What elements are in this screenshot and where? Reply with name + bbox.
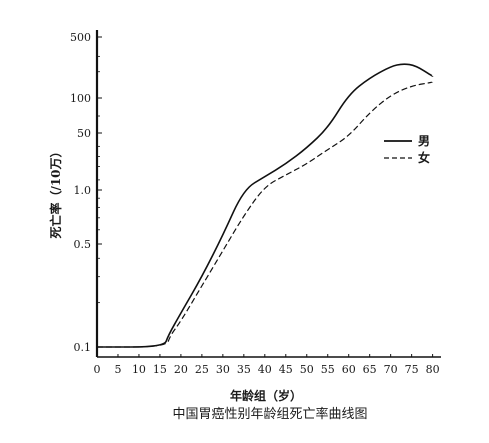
legend-label: 女 xyxy=(418,150,430,165)
x-tick-label: 30 xyxy=(216,363,230,376)
axis-ticks: 0 5 10 15 20 25 30 35 40 45 50 55 60 65 70 75 80 0.1 0.5 1.… xyxy=(70,31,440,376)
x-tick-label: 75 xyxy=(405,363,419,376)
y-tick-label: 0.1 xyxy=(74,341,92,354)
y-tick-label: 0.5 xyxy=(74,238,92,251)
series-lines xyxy=(96,63,434,348)
x-tick-label: 5 xyxy=(114,363,121,376)
x-tick-label: 15 xyxy=(153,363,167,376)
axes xyxy=(95,30,441,358)
series-line-female xyxy=(96,81,434,348)
legend: 男女 xyxy=(384,134,430,165)
x-tick-label: 55 xyxy=(321,363,335,376)
y-tick-label: 100 xyxy=(70,92,91,105)
x-tick-label: 20 xyxy=(174,363,188,376)
y-tick-label: 1.0 xyxy=(74,184,92,197)
x-tick-label: 60 xyxy=(342,363,356,376)
x-tick-label: 45 xyxy=(279,363,293,376)
y-tick-label: 500 xyxy=(70,31,91,44)
y-axis-title: 死亡率（/10万） xyxy=(48,145,63,238)
x-tick-label: 25 xyxy=(195,363,209,376)
x-tick-label: 80 xyxy=(426,363,440,376)
x-axis-title: 年龄组（岁） xyxy=(230,388,302,403)
chart-caption: 中国胃癌性别年龄组死亡率曲线图 xyxy=(172,406,367,422)
series-line-male xyxy=(96,63,434,348)
legend-label: 男 xyxy=(418,134,430,148)
x-tick-label: 0 xyxy=(94,363,101,376)
x-tick-label: 40 xyxy=(258,363,272,376)
x-tick-label: 50 xyxy=(300,363,314,376)
x-tick-label: 35 xyxy=(237,363,251,376)
x-tick-label: 70 xyxy=(384,363,398,376)
x-tick-label: 65 xyxy=(363,363,377,376)
x-tick-label: 10 xyxy=(132,363,146,376)
y-tick-label: 50 xyxy=(77,127,91,140)
